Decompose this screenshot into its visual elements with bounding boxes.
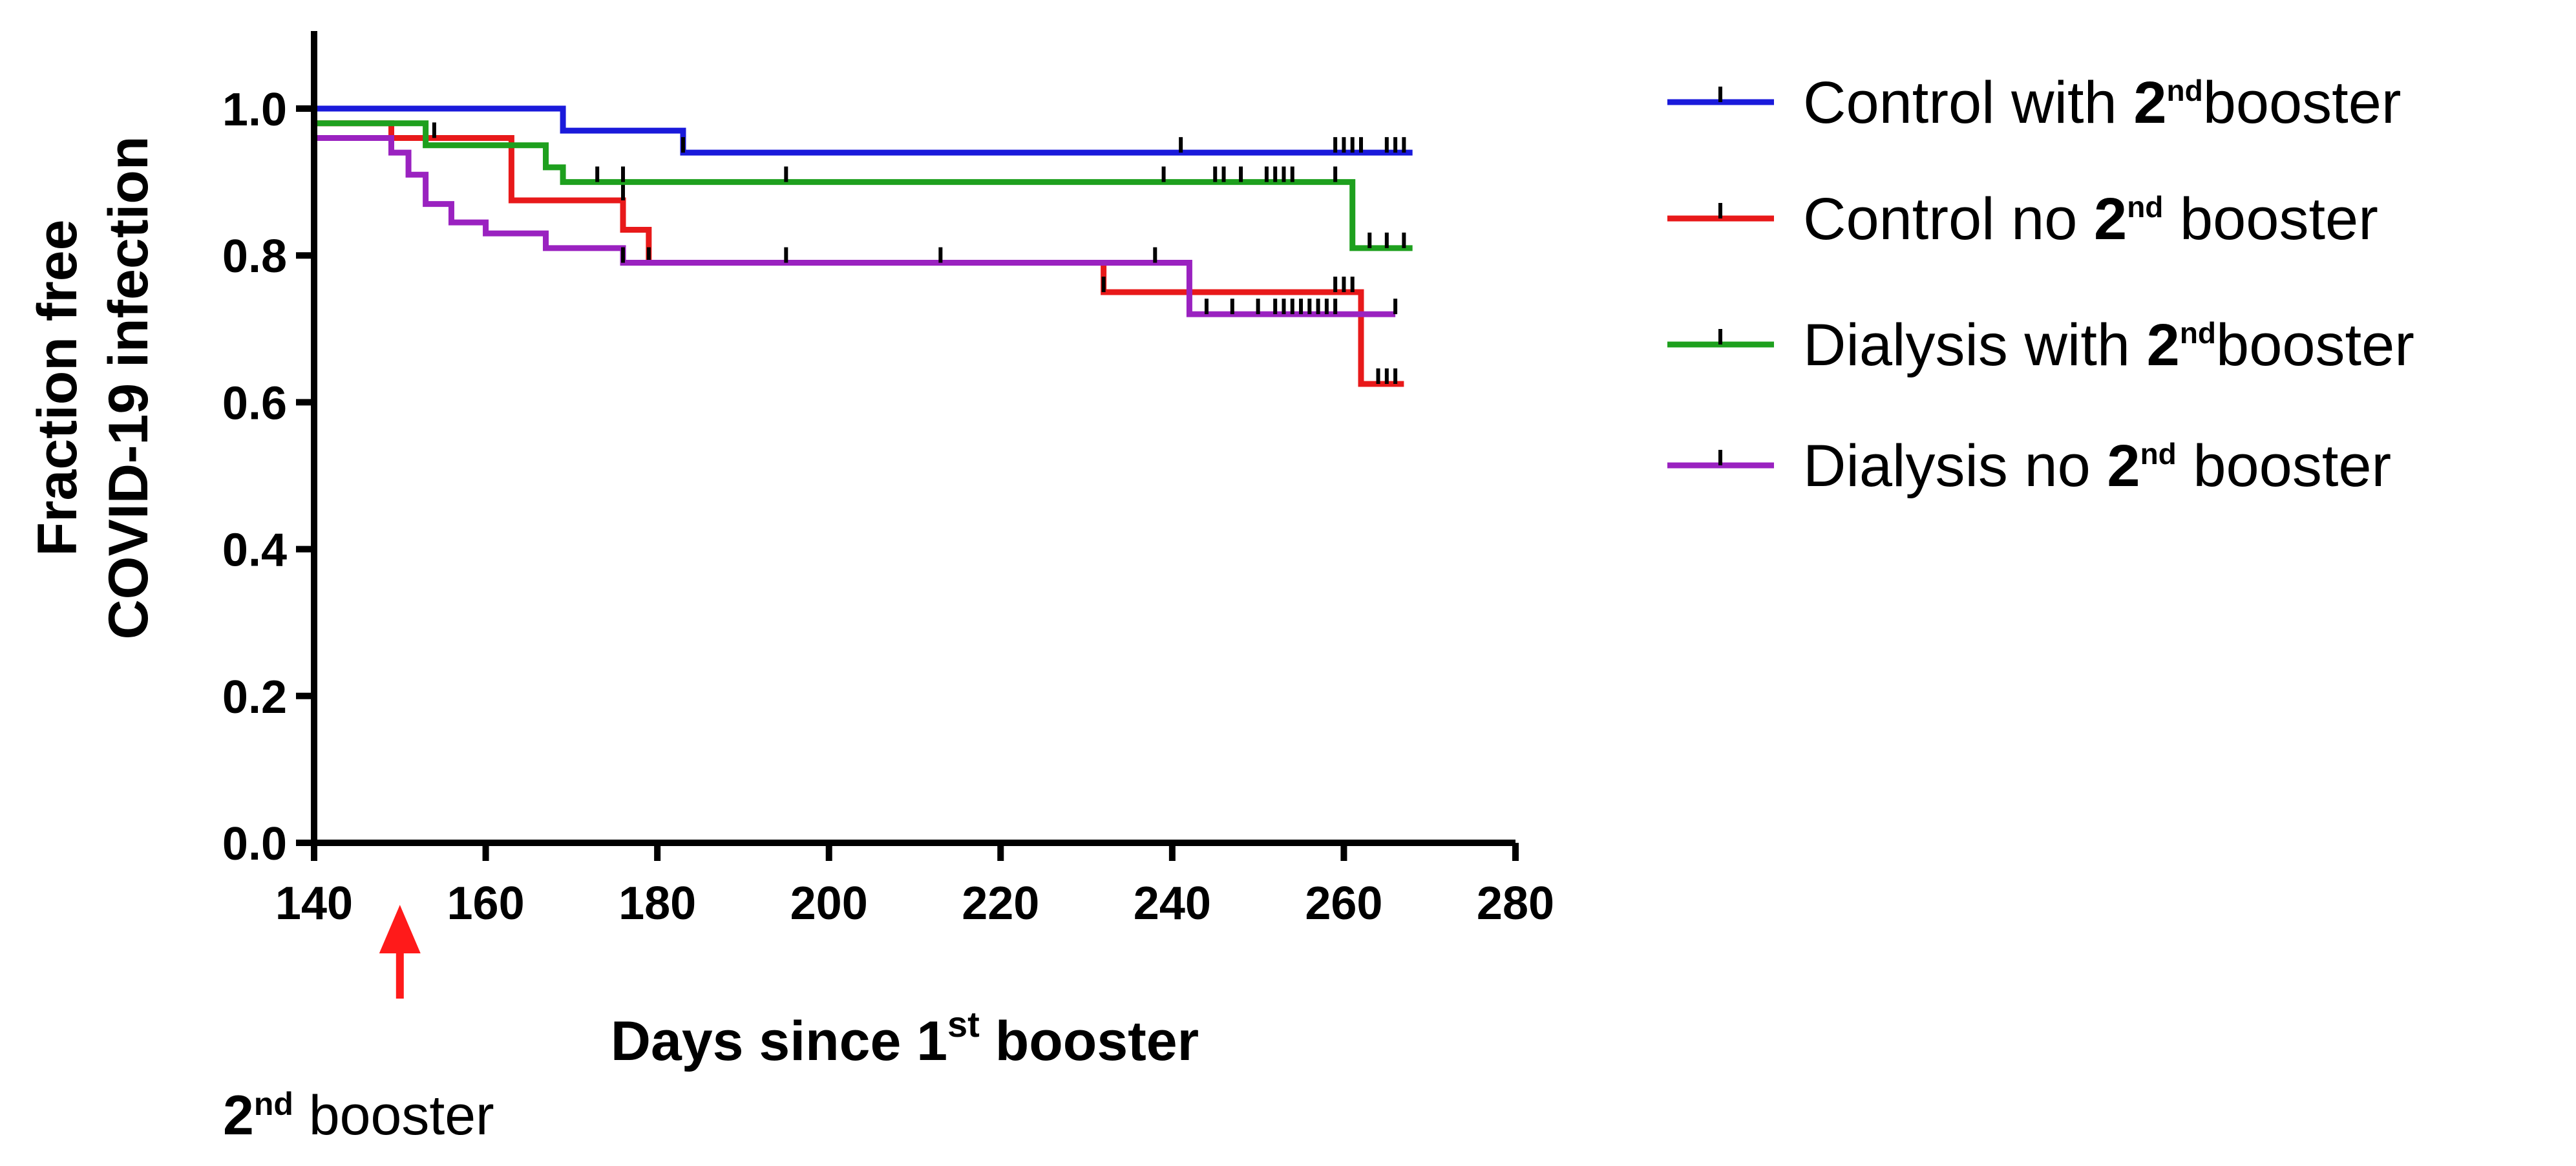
y-tick-label: 0.0 [222,818,287,870]
x-axis-label: Days since 1st booster [611,1004,1199,1072]
y-tick-label: 0.8 [222,231,287,282]
x-tick-label: 200 [790,878,868,929]
legend-label-num: 2 [2147,312,2180,378]
legend-label: Control with 2ndbooster [1803,70,2402,136]
series-line-3 [314,120,1413,251]
legend-label-sup: nd [2127,190,2163,224]
arrow-head-icon [379,905,421,953]
legend-label-post: booster [2216,312,2414,378]
x-tick-label: 180 [618,878,696,929]
y-tick-label: 0.4 [222,525,287,577]
legend-label-sup: nd [2140,437,2177,471]
legend-label: Dialysis no 2nd booster [1803,433,2391,499]
legend-label-num: 2 [2107,433,2140,499]
x-tick-label: 240 [1134,878,1211,929]
legend-label-post: booster [2163,186,2378,252]
y-axis-label-line2: COVID-19 infection [98,136,160,640]
legend-label: Control no 2nd booster [1803,186,2378,252]
x-axis-label-tail: booster [980,1010,1199,1072]
legend-label-pre: Dialysis no [1803,433,2107,499]
annotation-text: booster [293,1085,494,1147]
legend-label-num: 2 [2133,70,2166,136]
y-tick-label: 0.6 [222,377,287,429]
series-line-4 [314,134,1396,317]
x-axis-label-sup: st [947,1004,980,1044]
legend-label-sup: nd [2166,74,2202,107]
y-axis-label-line1: Fraction free [26,220,89,556]
series-line-2 [314,120,1404,387]
x-axis-label-main: Days since 1 [611,1010,947,1072]
legend-label-pre: Control with [1803,70,2133,136]
legend-label-sup: nd [2180,316,2216,350]
x-tick-label: 280 [1477,878,1554,929]
legend-label-num: 2 [2094,186,2127,252]
series-line-1 [314,105,1413,156]
axes [311,31,1515,846]
legend-label: Dialysis with 2ndbooster [1803,312,2414,378]
x-tick-label: 160 [447,878,525,929]
annotation-sup: nd [254,1086,293,1122]
x-tick-label: 260 [1305,878,1382,929]
second-booster-annotation: 2nd booster [223,905,494,1147]
x-tick-label: 140 [275,878,353,929]
y-tick-label: 1.0 [222,84,287,136]
legend-label-pre: Dialysis with [1803,312,2147,378]
x-tick-label: 220 [962,878,1039,929]
annotation-num: 2 [223,1085,254,1147]
y-tick-label: 0.2 [222,672,287,723]
legend-label-pre: Control no [1803,186,2094,252]
plot-lines [314,105,1413,387]
annotation-label: 2nd booster [223,1085,494,1147]
legend-label-post: booster [2203,70,2402,136]
legend-label-post: booster [2177,433,2391,499]
ticks: 140 160 180 200 220 240 260 280 0.0 0.2 0.4 0.6 0.8 1… [222,84,1554,929]
